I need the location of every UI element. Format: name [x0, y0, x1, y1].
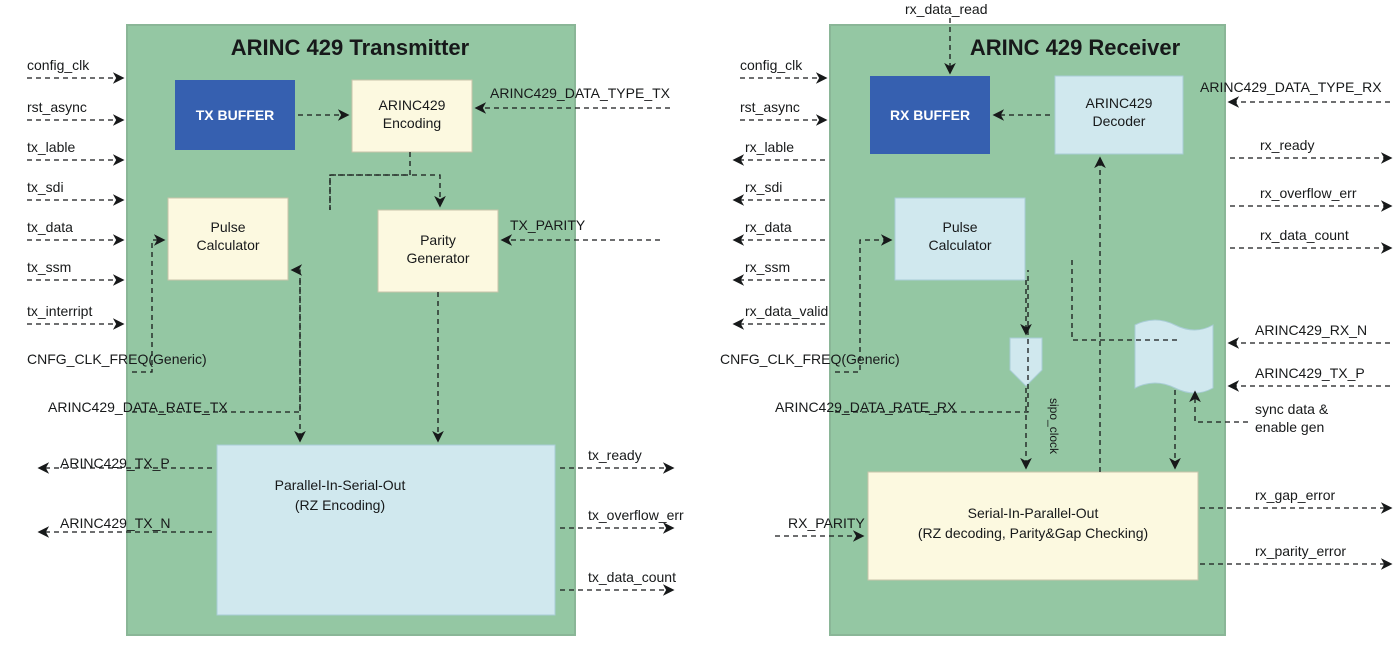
tx-panel: ARINC 429 Transmitter TX BUFFER ARINC429…	[127, 25, 575, 635]
sig-rx-arinc-tx-p: ARINC429_TX_P	[1255, 365, 1365, 381]
rx-panel: ARINC 429 Receiver rx_data_read RX BUFFE…	[830, 1, 1225, 635]
sig-rx-config-clk: config_clk	[740, 57, 803, 73]
sig-tx-data-count: tx_data_count	[588, 569, 676, 585]
sig-rx-overflow: rx_overflow_err	[1260, 185, 1357, 201]
sig-config-clk: config_clk	[27, 57, 90, 73]
sig-rx-data: rx_data	[745, 219, 792, 235]
sig-tx-lable: tx_lable	[27, 139, 75, 155]
sig-rx-cnfg-clk: CNFG_CLK_FREQ(Generic)	[720, 351, 900, 367]
tx-piso-1: Parallel-In-Serial-Out	[275, 477, 406, 493]
sig-tx-overflow: tx_overflow_err	[588, 507, 684, 523]
rx-decoder-1: ARINC429	[1086, 95, 1153, 111]
tx-buffer-label: TX BUFFER	[196, 107, 275, 123]
sig-tx-interript: tx_interript	[27, 303, 92, 319]
sig-sync-1: sync data &	[1255, 401, 1329, 417]
sig-data-rate-tx: ARINC429_DATA_RATE_TX	[48, 399, 228, 415]
rx-buffer-label: RX BUFFER	[890, 107, 970, 123]
rx-decoder-2: Decoder	[1093, 113, 1146, 129]
tx-parity-2: Generator	[406, 250, 469, 266]
rx-title: ARINC 429 Receiver	[970, 35, 1181, 60]
tx-parity-1: Parity	[420, 232, 456, 248]
sig-arinc-tx-n: ARINC429_TX_N	[60, 515, 171, 531]
sig-rst-async: rst_async	[27, 99, 87, 115]
sig-tx-parity: TX_PARITY	[510, 217, 586, 233]
sipo-clock-label: sipo_clock	[1047, 398, 1061, 455]
sig-tx-data: tx_data	[27, 219, 73, 235]
rx-sipo-1: Serial-In-Parallel-Out	[968, 505, 1099, 521]
sig-rx-gap: rx_gap_error	[1255, 487, 1335, 503]
sig-cnfg-clk-freq: CNFG_CLK_FREQ(Generic)	[27, 351, 207, 367]
sig-sync-2: enable gen	[1255, 419, 1324, 435]
rx-right-signals: ARINC429_DATA_TYPE_RX rx_ready rx_overfl…	[1200, 79, 1390, 564]
sig-data-type-tx: ARINC429_DATA_TYPE_TX	[490, 85, 671, 101]
sig-rx-ready: rx_ready	[1260, 137, 1314, 153]
tx-pulse-2: Calculator	[196, 237, 259, 253]
sig-rx-data-type: ARINC429_DATA_TYPE_RX	[1200, 79, 1382, 95]
sig-rx-parity-err: rx_parity_error	[1255, 543, 1346, 559]
sig-rx-data-read: rx_data_read	[905, 1, 988, 17]
rx-pulse-1: Pulse	[942, 219, 977, 235]
sig-tx-sdi: tx_sdi	[27, 179, 64, 195]
sig-arinc-rx-n: ARINC429_RX_N	[1255, 322, 1367, 338]
sig-rx-ssm: rx_ssm	[745, 259, 790, 275]
sig-rx-rst-async: rst_async	[740, 99, 800, 115]
sig-tx-ssm: tx_ssm	[27, 259, 71, 275]
sig-rx-parity: RX_PARITY	[788, 515, 865, 531]
rx-sipo-2: (RZ decoding, Parity&Gap Checking)	[918, 525, 1148, 541]
sig-rx-data-count: rx_data_count	[1260, 227, 1349, 243]
sig-tx-ready: tx_ready	[588, 447, 642, 463]
tx-encoding-1: ARINC429	[379, 97, 446, 113]
sig-rx-sdi: rx_sdi	[745, 179, 782, 195]
sig-rx-lable: rx_lable	[745, 139, 794, 155]
diagram-canvas: ARINC 429 Transmitter TX BUFFER ARINC429…	[0, 0, 1396, 670]
tx-title: ARINC 429 Transmitter	[231, 35, 470, 60]
tx-encoding-2: Encoding	[383, 115, 441, 131]
sig-rx-data-valid: rx_data_valid	[745, 303, 828, 319]
tx-pulse-1: Pulse	[210, 219, 245, 235]
rx-pulse-2: Calculator	[928, 237, 991, 253]
tx-piso-2: (RZ Encoding)	[295, 497, 385, 513]
